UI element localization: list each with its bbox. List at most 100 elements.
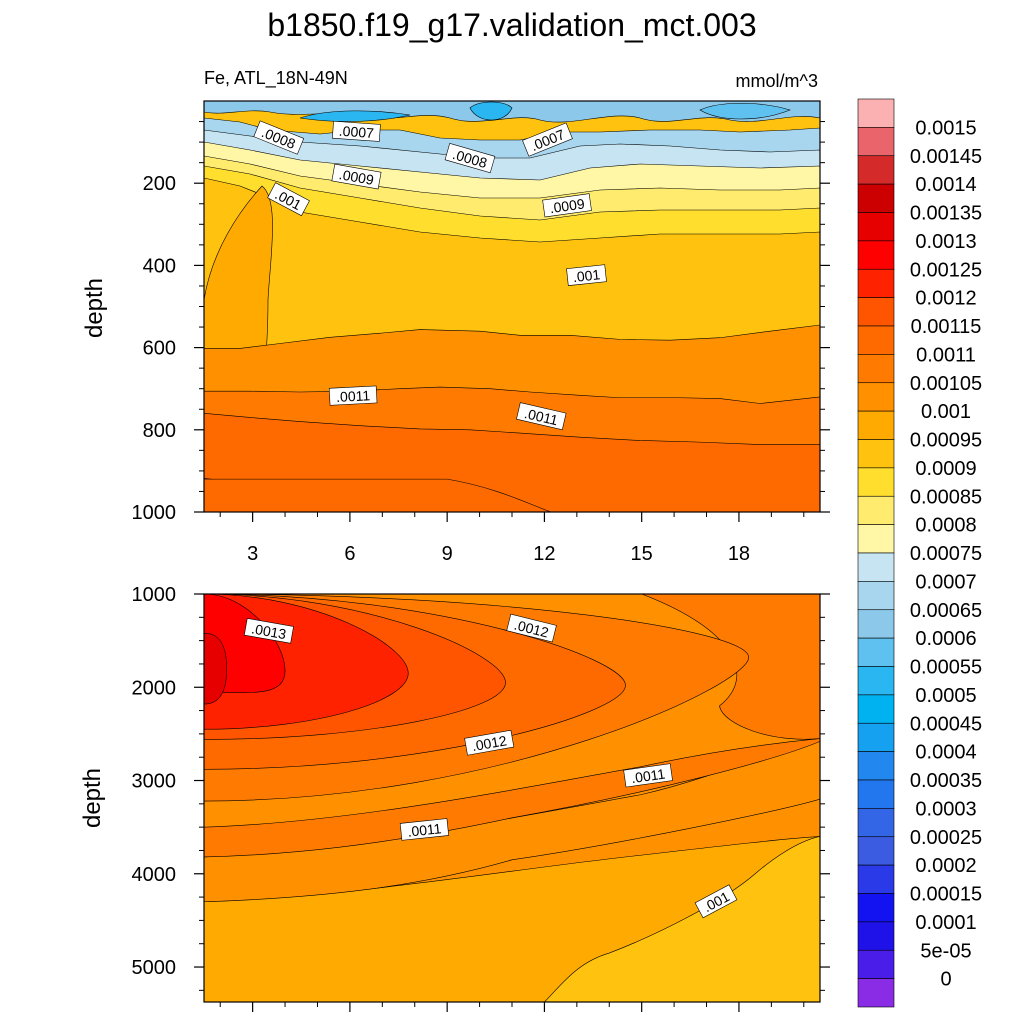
colorbar-swatch: [857, 893, 895, 923]
colorbar-swatch: [857, 524, 895, 554]
contour-label: .001: [267, 182, 310, 217]
colorbar: 0.0015 0.00145 0.0014 0.00135 0.0013 0.00125 0…: [857, 98, 982, 1008]
contour-label: .0012: [464, 729, 515, 756]
colorbar-swatch: [857, 439, 895, 469]
colorbar-swatch: [857, 779, 895, 809]
colorbar-swatch: [857, 240, 895, 270]
colorbar-label: 0.00085: [910, 486, 982, 508]
svg-text:.0011: .0011: [336, 387, 371, 405]
y-tick-label: 200: [143, 173, 176, 195]
x-tick-label: 9: [442, 543, 453, 565]
lower-y-axis-label: depth: [79, 768, 106, 828]
colorbar-label: 0.0001: [915, 912, 976, 934]
colorbar-swatch: [857, 297, 895, 327]
x-tick-label: 3: [247, 543, 258, 565]
svg-text:.0009: .0009: [338, 166, 375, 188]
colorbar-label: 0.00095: [910, 430, 982, 452]
colorbar-swatch: [857, 666, 895, 696]
y-tick-label: 5000: [132, 957, 177, 979]
x-tick-label: 18: [728, 543, 750, 565]
colorbar-label: 0.00135: [910, 203, 982, 225]
colorbar-label: 0.0003: [915, 798, 976, 820]
figure-title: b1850.f19_g17.validation_mct.003: [267, 7, 756, 43]
colorbar-label: 0.00115: [911, 316, 982, 338]
contour-label: .0009: [331, 163, 382, 190]
x-tick-label: 12: [533, 543, 555, 565]
contour-label: .0011: [399, 818, 450, 841]
colorbar-swatch: [857, 722, 895, 752]
contour-label: .0011: [328, 385, 378, 406]
variable-label: Fe, ATL_18N-49N: [204, 68, 348, 89]
colorbar-swatch: [857, 836, 895, 866]
colorbar-swatch: [857, 949, 895, 979]
svg-text:.001: .001: [572, 266, 601, 285]
contour-label: .0011: [516, 402, 567, 431]
colorbar-label: 0.0012: [915, 288, 976, 310]
contour-band: [469, 101, 513, 121]
colorbar-swatch: [857, 978, 895, 1008]
y-tick-label: 600: [143, 338, 176, 360]
svg-text:.0007: .0007: [338, 123, 374, 141]
colorbar-label: 0.0005: [915, 685, 976, 707]
contour-band: [204, 632, 227, 705]
contour-band: [699, 102, 791, 120]
y-tick-label: 4000: [132, 864, 177, 886]
svg-text:.0011: .0011: [630, 766, 666, 787]
colorbar-swatch: [857, 212, 895, 242]
colorbar-label: 0.00055: [910, 657, 982, 679]
y-tick-label: 1000: [132, 502, 177, 524]
lower-depth-section-panel: 10002000300040005000.0013.0012.0012.0011…: [132, 584, 830, 1012]
y-tick-label: 400: [143, 255, 176, 277]
colorbar-label: 0.00045: [910, 713, 982, 735]
contour-label: .0007: [332, 120, 381, 142]
colorbar-swatch: [857, 694, 895, 724]
y-tick-label: 2000: [132, 677, 177, 699]
y-tick-label: 800: [143, 420, 176, 442]
upper-y-axis-label: depth: [81, 278, 108, 338]
svg-text:.0009: .0009: [549, 195, 586, 216]
y-tick-label: 3000: [132, 771, 177, 793]
colorbar-label: 0.00075: [910, 543, 982, 565]
colorbar-label: 0.0013: [915, 231, 976, 253]
colorbar-label: 0.0002: [915, 855, 976, 877]
colorbar-swatch: [857, 495, 895, 525]
colorbar-swatch: [857, 382, 895, 412]
colorbar-label: 0.0008: [915, 515, 976, 537]
x-tick-label: 15: [631, 543, 653, 565]
colorbar-swatch: [857, 609, 895, 639]
colorbar-label: 0.00065: [910, 600, 982, 622]
colorbar-label: 5e-05: [920, 940, 971, 962]
contour-band: [543, 836, 820, 1002]
colorbar-swatch: [857, 808, 895, 838]
colorbar-label: 0.00105: [910, 373, 982, 395]
colorbar-label: 0: [940, 969, 951, 991]
colorbar-swatch: [857, 155, 895, 185]
colorbar-label: 0.0011: [916, 344, 976, 366]
contour-band: [204, 478, 552, 512]
contour-label: .0009: [542, 193, 592, 218]
colorbar-label: 0.0006: [915, 628, 976, 650]
colorbar-swatch: [857, 467, 895, 497]
colorbar-label: 0.001: [921, 401, 971, 423]
contour-label: .0013: [243, 618, 294, 644]
colorbar-swatch: [857, 864, 895, 894]
svg-text:.0012: .0012: [471, 732, 508, 754]
filled-contours: [204, 594, 820, 1002]
colorbar-label: 0.00125: [910, 259, 982, 281]
colorbar-swatch: [857, 183, 895, 213]
colorbar-label: 0.00015: [910, 884, 982, 906]
colorbar-swatch: [857, 410, 895, 440]
filled-contours: [204, 101, 820, 512]
colorbar-label: 0.0009: [915, 458, 976, 480]
colorbar-label: 0.00025: [910, 827, 982, 849]
colorbar-swatch: [857, 325, 895, 355]
x-tick-label: 6: [344, 543, 355, 565]
colorbar-swatch: [857, 637, 895, 667]
colorbar-swatch: [857, 268, 895, 298]
colorbar-label: 0.00035: [910, 770, 982, 792]
colorbar-swatch: [857, 921, 895, 951]
colorbar-swatch: [857, 98, 895, 128]
units-label: mmol/m^3: [736, 71, 818, 91]
